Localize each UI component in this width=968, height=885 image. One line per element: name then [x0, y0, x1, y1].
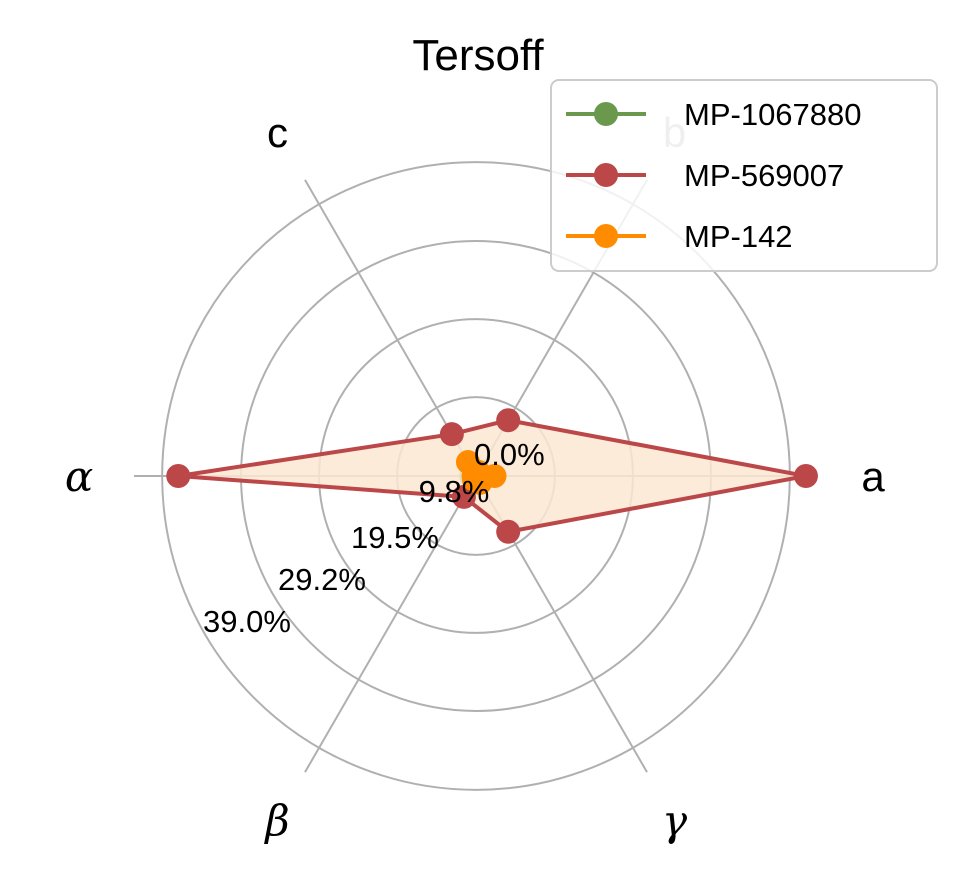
data-point-α — [166, 464, 191, 488]
r-tick-label: 19.5% — [351, 520, 439, 555]
axis-label-0: a — [861, 453, 885, 500]
r-tick-label: 29.2% — [278, 562, 366, 597]
axis-label-3: α — [65, 452, 93, 501]
r-tick-label: 39.0% — [203, 604, 291, 639]
r-tick-label: 0.0% — [474, 437, 545, 472]
series-layer — [166, 408, 818, 544]
legend-label: MP-142 — [684, 219, 793, 254]
radial-tick-labels: 0.0%9.8% 19.5% 29.2% 39.0% — [203, 437, 545, 639]
data-point-γ — [496, 519, 521, 544]
chart-title: Tersoff — [412, 31, 544, 80]
axis-label-4: β — [263, 796, 289, 845]
legend-label: MP-569007 — [684, 158, 844, 193]
axis-label-5: γ — [662, 796, 688, 845]
legend-entry: MP-569007 — [566, 158, 844, 193]
data-point-b — [496, 408, 521, 433]
legend-marker — [594, 102, 618, 126]
legend-entry: MP-1067880 — [566, 97, 862, 132]
legend-entry: MP-142 — [566, 219, 793, 254]
legend-marker — [594, 224, 618, 248]
r-tick-label: 9.8% — [419, 474, 490, 509]
legend-label: MP-1067880 — [684, 97, 862, 132]
legend-frame — [550, 79, 938, 272]
axis-label-2: c — [267, 109, 288, 156]
series-mp-142 — [455, 450, 507, 495]
data-point-γ — [468, 470, 493, 495]
legend: MP-1067880 MP-569007 MP-142 — [550, 79, 938, 272]
legend-marker — [594, 163, 618, 187]
data-point-a — [793, 464, 818, 488]
data-point-β — [451, 484, 476, 509]
data-point-c — [439, 422, 464, 447]
spoke-4 — [304, 475, 477, 773]
